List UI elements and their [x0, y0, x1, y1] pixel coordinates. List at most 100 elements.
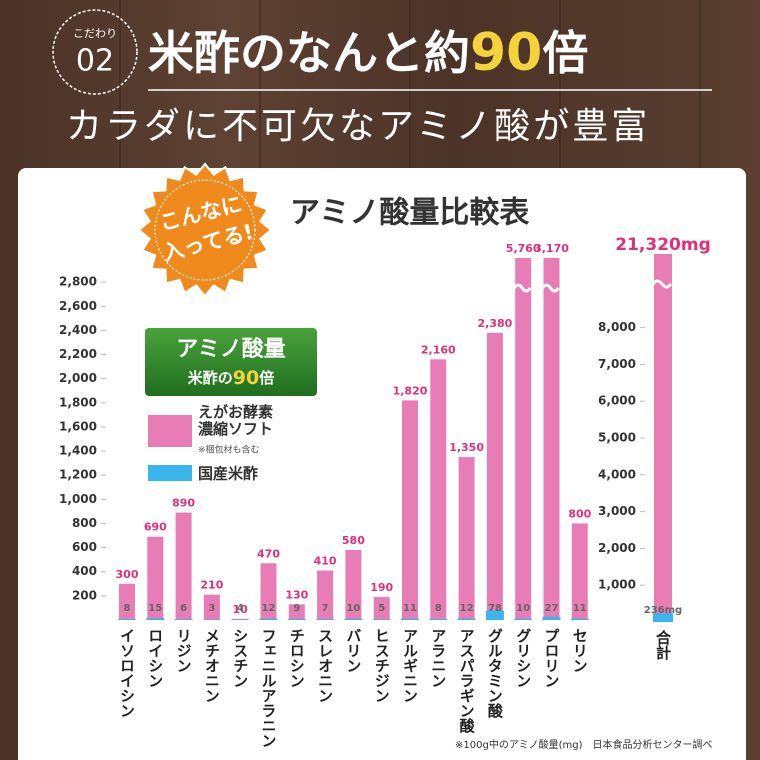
badge-burst [137, 162, 273, 298]
x-tick-label: 合計 [654, 629, 672, 661]
x-tick-label: プロリン [543, 628, 561, 688]
value-label: 3 [208, 603, 215, 614]
bar [458, 457, 475, 620]
bar [316, 619, 335, 620]
value-label: 1,820 [393, 384, 428, 397]
value-label: 8 [124, 603, 131, 614]
bar [174, 619, 193, 620]
bar [317, 570, 334, 620]
x-tick-label: グリシン [514, 628, 532, 688]
value-label: 470 [257, 547, 280, 560]
footnote: ※100g中のアミノ酸量(mg) 日本食品分析センター調べ [455, 738, 713, 751]
subtitle-part: 倍 [259, 369, 274, 387]
value-label: 410 [314, 555, 337, 568]
bar [429, 619, 448, 620]
value-label: 11 [573, 603, 587, 614]
value-label: 4 [237, 603, 244, 614]
legend-note: ※梱包材も含む [198, 444, 260, 456]
value-label: 210 [200, 579, 223, 592]
bar [147, 536, 164, 620]
x-tick-label: メチオニン [203, 628, 221, 703]
x-tick-label: シスチン [231, 628, 249, 688]
axis-break [512, 283, 532, 293]
y-tick-label: 2,800 [59, 275, 97, 289]
badge-label: こだわり [73, 27, 117, 40]
bar [259, 618, 278, 620]
bar [373, 597, 390, 620]
y-tick-label: 2,400 [59, 323, 97, 337]
value-label: 800 [568, 507, 591, 520]
bar [515, 258, 532, 620]
x-tick-label: セリン [571, 628, 589, 673]
x-tick-label: ヒスチジン [373, 628, 391, 703]
bar [654, 254, 672, 622]
y-tick-label: 7,000 [598, 357, 636, 371]
value-label: 2,380 [478, 317, 513, 330]
value-label: 12 [262, 603, 276, 614]
headline-part: 90 [470, 23, 542, 83]
bar [372, 619, 391, 620]
y-tick-label: 1,400 [59, 444, 97, 458]
value-label: 27 [545, 603, 559, 614]
x-tick-label: フェニルアラニン [260, 628, 278, 748]
value-label: 300 [116, 568, 139, 581]
x-tick-label: スレオニン [316, 628, 334, 703]
y-tick-label: 5,000 [598, 431, 636, 445]
value-label: 130 [285, 588, 308, 601]
axis-break [541, 283, 560, 293]
value-label: 190 [370, 581, 393, 594]
y-tick-label: 2,000 [598, 541, 636, 555]
legend-swatch [148, 465, 192, 481]
value-label: 1,350 [449, 441, 484, 454]
y-tick-label: 1,000 [59, 492, 97, 506]
y-tick-label: 800 [72, 516, 97, 530]
x-tick-label: リジン [175, 628, 193, 673]
value-label: 9 [293, 603, 300, 614]
bar [118, 619, 136, 620]
subtitle-part: 90 [233, 367, 259, 389]
value-label: 5 [378, 603, 385, 614]
bar [542, 616, 561, 620]
value-label: 15 [148, 603, 162, 614]
x-tick-label: イソロイシン [118, 628, 136, 718]
badge-ring [52, 9, 138, 95]
x-tick-label: バリン [344, 628, 362, 673]
burst-shape [137, 162, 273, 298]
badge-number: 02 [76, 44, 114, 79]
bar [203, 594, 220, 620]
y-tick-label: 1,200 [59, 468, 97, 482]
value-label: 7 [322, 603, 329, 614]
y-tick-label: 4,000 [598, 467, 636, 481]
card [18, 168, 746, 760]
y-tick-label: 600 [72, 540, 97, 554]
bar [543, 258, 560, 620]
bar [402, 400, 418, 620]
legend-box-subtitle: 米酢の90倍 [188, 367, 274, 389]
value-label: 10 [233, 603, 249, 616]
value-label: 10 [516, 603, 530, 614]
value-label: 236mg [644, 605, 682, 616]
axis-break [651, 279, 673, 289]
bar [570, 618, 589, 620]
bar [119, 583, 135, 620]
value-label: 6 [180, 603, 187, 614]
x-tick-label: チロシン [288, 628, 306, 688]
bar [571, 523, 588, 620]
legend-label-wrap: えがお酵素濃縮ソフト [198, 404, 274, 438]
value-label: 21,320mg [615, 235, 710, 255]
y-tick-label: 1,600 [59, 419, 97, 433]
y-tick-label: 8,000 [598, 320, 636, 334]
legend-label: えがお酵素濃縮ソフト [198, 404, 274, 438]
bar [430, 359, 447, 620]
value-label: 8 [435, 603, 442, 614]
bar [401, 618, 419, 620]
value-label: 78 [488, 603, 502, 614]
x-tick-label: アスパラギン酸 [458, 628, 476, 734]
bar [514, 618, 533, 620]
bar [485, 610, 504, 620]
value-label: 690 [144, 521, 167, 534]
x-tick-label: グルタミン酸 [486, 628, 504, 719]
value-label: 11 [403, 603, 417, 614]
